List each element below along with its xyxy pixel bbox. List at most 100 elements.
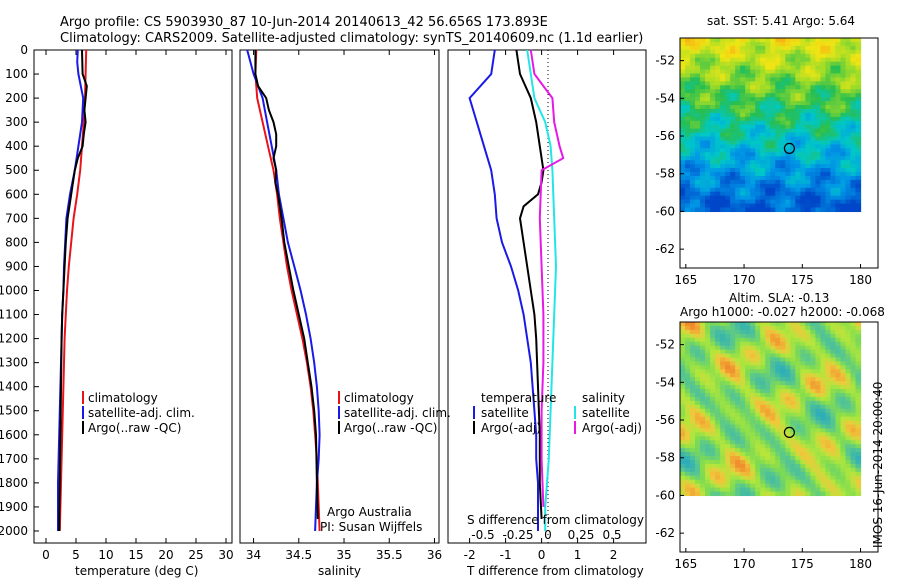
heatmap-cell [785,377,791,382]
heatmap-cell [710,199,716,205]
heatmap-cell [790,81,796,86]
heatmap-cell [750,396,756,402]
heatmap-cell [690,168,696,173]
heatmap-cell [785,116,791,122]
heatmap-cell [685,132,691,138]
heatmap-cell [695,467,701,473]
heatmap-cell [700,148,706,153]
heatmap-cell [710,89,716,94]
heatmap-cell [745,369,751,374]
heatmap-cell [825,160,832,165]
heatmap-cell [790,89,796,94]
heatmap-cell [765,404,771,410]
heatmap-cell [700,175,706,181]
heatmap-cell [750,207,756,213]
heatmap-cell [785,183,791,189]
heatmap-cell [715,400,721,406]
heatmap-cell [770,81,776,86]
heatmap-cell [760,120,766,126]
heatmap-cell [740,385,746,390]
heatmap-cell [820,156,827,161]
heatmap-cell [710,49,716,55]
heatmap-cell [705,404,711,410]
heatmap-cell [815,322,822,327]
heatmap-cell [695,325,701,331]
heatmap-cell [740,195,746,201]
heatmap-cell [850,432,857,437]
heatmap-cell [830,41,837,47]
heatmap-cell [770,69,776,75]
heatmap-cell [680,452,686,457]
heatmap-cell [680,412,686,418]
heatmap-cell [825,183,832,189]
heatmap-cell [760,373,766,378]
heatmap-cell [815,203,822,209]
heatmap-cell [715,440,721,445]
heatmap-cell [790,105,796,110]
heatmap-cell [845,322,852,327]
heatmap-cell [705,57,711,63]
heatmap-cell [845,456,852,461]
heatmap-cell [805,156,811,161]
heatmap-cell [740,408,746,414]
heatmap-cell [850,57,857,63]
heatmap-cell [805,471,811,477]
heatmap-cell [725,416,731,422]
heatmap-cell [680,424,686,430]
heatmap-cell [735,424,741,430]
heatmap-cell [850,140,857,146]
heatmap-cell [725,479,731,485]
heatmap-cell [695,164,701,169]
heatmap-cell [770,361,776,366]
heatmap-cell [780,456,786,461]
heatmap-cell [790,463,796,469]
heatmap-cell [745,452,751,457]
heatmap-cell [795,341,801,347]
heatmap-cell [840,436,847,441]
heatmap-cell [845,385,852,390]
heatmap-cell [755,38,761,43]
heatmap-cell [710,467,716,473]
heatmap-cell [805,38,811,43]
heatmap-cell [810,73,816,79]
figure-title-line2: Climatology: CARS2009. Satellite-adjuste… [60,31,643,46]
s-tick-label: -0.5 [471,528,494,542]
heatmap-cell [750,444,756,449]
heatmap-cell [700,116,706,122]
heatmap-cell [765,333,771,339]
heatmap-cell [730,396,736,402]
heatmap-cell [835,195,842,201]
heatmap-cell [755,179,761,185]
heatmap-cell [785,440,791,445]
heatmap-cell [735,349,741,355]
heatmap-cell [815,49,822,55]
heatmap-cell [820,436,827,441]
heatmap-cell [850,416,857,422]
heatmap-cell [745,116,751,122]
heatmap-cell [805,191,811,197]
heatmap-cell [840,160,847,165]
heatmap-cell [695,172,701,177]
heatmap-cell [730,377,736,382]
heatmap-cell [850,89,857,94]
heatmap-cell [725,136,731,142]
heatmap-cell [775,207,781,213]
heatmap-cell [745,164,751,169]
heatmap-cell [685,85,691,90]
heatmap-cell [810,132,816,138]
heatmap-cell [780,349,786,355]
heatmap-cell [755,105,761,110]
heatmap-cell [770,49,776,55]
heatmap-cell [685,333,691,339]
heatmap-cell [685,45,691,51]
heatmap-cell [755,361,761,366]
heatmap-cell [720,373,726,378]
heatmap-cell [800,396,806,402]
heatmap-cell [710,116,716,122]
heatmap-cell [805,124,811,130]
heatmap-cell [705,187,711,193]
heatmap-cell [745,463,751,469]
heatmap-cell [755,420,761,426]
heatmap-cell [805,53,811,59]
heatmap-cell [845,471,852,477]
